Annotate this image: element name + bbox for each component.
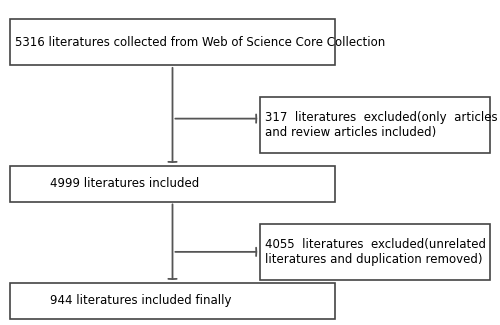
Bar <box>10 166 335 202</box>
Text: 317  literatures  excluded(only  articles
and review articles included): 317 literatures excluded(only articles a… <box>265 111 498 139</box>
Text: 4055  literatures  excluded(unrelated
literatures and duplication removed): 4055 literatures excluded(unrelated lite… <box>265 238 486 266</box>
Bar <box>260 224 490 280</box>
Text: 4999 literatures included: 4999 literatures included <box>50 177 199 190</box>
Bar <box>10 20 335 65</box>
Bar <box>10 283 335 318</box>
Bar <box>260 98 490 153</box>
Text: 944 literatures included finally: 944 literatures included finally <box>50 294 232 307</box>
Text: 5316 literatures collected from Web of Science Core Collection: 5316 literatures collected from Web of S… <box>15 36 385 49</box>
